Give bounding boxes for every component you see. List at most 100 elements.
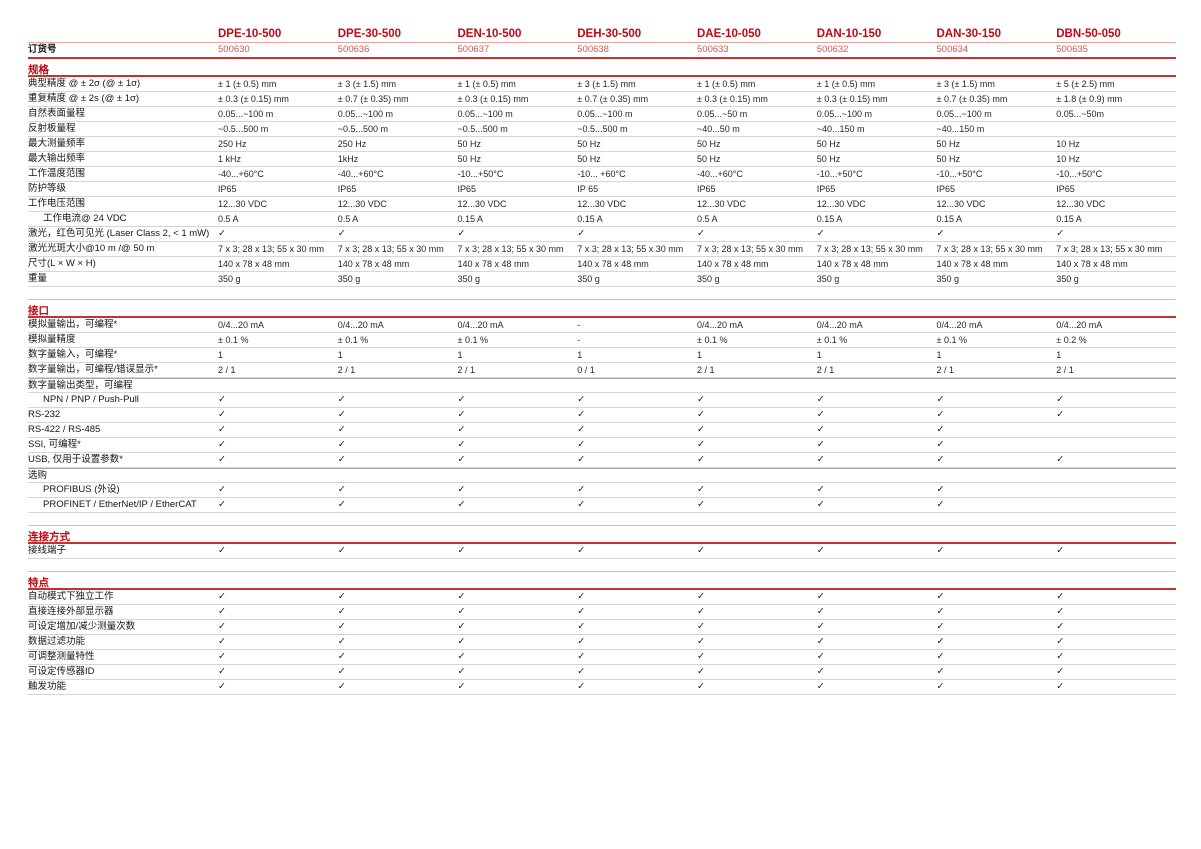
- check-icon: ✓: [218, 651, 226, 663]
- value-cell: ± 0.7 (± 0.35) mm: [577, 93, 697, 104]
- check-icon: ✓: [936, 454, 945, 466]
- check-icon: ✓: [816, 681, 825, 693]
- check-icon: ✓: [457, 409, 466, 421]
- check-icon: ✓: [577, 499, 586, 511]
- value-cell: 50 Hz: [817, 154, 937, 164]
- value-cell: ✓: [218, 607, 338, 617]
- value-cell: ± 1 (± 0.5) mm: [817, 79, 937, 89]
- value-cell: ✓: [458, 229, 578, 239]
- row-label: 工作电压范围: [28, 198, 86, 210]
- table-row: 工作电压范围 12...30 VDC 12...30 VDC 12...30 VDC 1…: [28, 197, 1176, 212]
- check-icon: ✓: [218, 424, 226, 436]
- check-icon: ✓: [936, 591, 945, 603]
- section-top-rule: [28, 525, 1176, 526]
- section-header: 特点: [28, 576, 1176, 590]
- value-cell: 7 x 3; 28 x 13; 55 x 30 mm: [218, 244, 338, 254]
- check-icon: ✓: [1056, 454, 1065, 466]
- value-cell: ± 3 (± 1.5) mm: [338, 79, 458, 89]
- row-label: 最大测量频率: [28, 138, 86, 150]
- cell-value: ~0.5...500 m: [577, 123, 628, 134]
- section-title: 规格: [28, 63, 49, 76]
- cell-value: 0.15 A: [457, 213, 484, 224]
- value-cell: ✓: [458, 395, 578, 405]
- value-cell: ± 0.3 (± 0.15) mm: [458, 94, 578, 104]
- table-row: 反射板量程 ~0.5...500 m ~0.5...500 m ~0.5...500 …: [28, 122, 1176, 137]
- value-cell: 0/4...20 mA: [697, 320, 817, 330]
- check-icon: ✓: [816, 606, 825, 618]
- check-icon: ✓: [1056, 545, 1065, 557]
- value-cell: 2 / 1: [697, 365, 817, 375]
- cell-value: 2 / 1: [337, 364, 356, 375]
- row-label: 自然表面量程: [28, 108, 86, 120]
- row-label: RS-232: [28, 409, 61, 421]
- check-icon: ✓: [936, 636, 945, 648]
- cell-value: ± 0.7 (± 0.35) mm: [577, 93, 649, 104]
- table-row: 触发功能 ✓ ✓ ✓ ✓ ✓ ✓ ✓ ✓: [28, 680, 1176, 695]
- value-cell: 0.05...~100 m: [816, 108, 937, 119]
- check-icon: ✓: [577, 651, 586, 663]
- check-icon: ✓: [337, 545, 346, 557]
- row-label: 模拟量精度: [28, 334, 76, 346]
- row-label: SSI, 可编程*: [28, 439, 81, 451]
- cell-value: 0.05...~100 m: [816, 108, 873, 119]
- cell-value: 7 x 3; 28 x 13; 55 x 30 mm: [1056, 243, 1163, 254]
- value-cell: ✓: [218, 622, 338, 632]
- value-cell: ✓: [937, 485, 1057, 495]
- table-row: NPN / PNP / Push-Pull ✓ ✓ ✓ ✓ ✓ ✓ ✓ ✓: [28, 393, 1176, 408]
- check-icon: ✓: [337, 228, 346, 240]
- check-icon: ✓: [577, 666, 586, 678]
- value-cell: 50 Hz: [817, 139, 937, 149]
- cell-value: 140 x 78 x 48 mm: [457, 258, 530, 269]
- order-row-label: 订货号: [28, 44, 57, 56]
- cell-value: 0/4...20 mA: [457, 319, 504, 330]
- value-cell: 12...30 VDC: [697, 199, 817, 209]
- check-icon: ✓: [218, 591, 226, 603]
- value-cell: 140 x 78 x 48 mm: [817, 259, 937, 269]
- value-cell: ✓: [577, 425, 697, 435]
- value-cell: ± 1.8 (± 0.9) mm: [1056, 94, 1176, 104]
- value-cell: ✓: [577, 652, 697, 662]
- value-cell: ✓: [1056, 682, 1176, 692]
- check-icon: ✓: [337, 606, 346, 618]
- value-cell: ± 1 (± 0.5) mm: [457, 78, 578, 89]
- cell-value: 50 Hz: [457, 153, 482, 164]
- cell-value: 1: [218, 349, 224, 360]
- value-cell: ✓: [577, 546, 697, 556]
- value-cell: 2 / 1: [337, 364, 458, 375]
- cell-value: 350 g: [1056, 273, 1079, 284]
- check-icon: ✓: [697, 681, 705, 693]
- cell-value: ± 0.2 %: [1056, 334, 1087, 345]
- check-icon: ✓: [218, 484, 226, 496]
- spec-table: DPE-10-500 DPE-30-500 DEN-10-500 DEH-30-500…: [28, 28, 1176, 695]
- value-cell: IP65: [458, 184, 578, 194]
- check-icon: ✓: [936, 606, 945, 618]
- cell-value: 0.05...~100 m: [457, 108, 513, 119]
- cell-value: 12...30 VDC: [936, 198, 986, 209]
- check-icon: ✓: [457, 666, 466, 678]
- check-icon: ✓: [337, 621, 346, 633]
- table-row: 典型精度 @ ± 2σ (@ ± 1σ) ± 1 (± 0.5) mm ± 3 (±…: [28, 77, 1176, 92]
- cell-value: 1: [1056, 349, 1062, 360]
- value-cell: ✓: [697, 546, 817, 556]
- cell-value: ± 1 (± 0.5) mm: [457, 78, 516, 89]
- value-cell: ± 0.1 %: [937, 335, 1057, 345]
- cell-value: 0 / 1: [577, 364, 595, 375]
- cell-value: 350 g: [936, 273, 960, 284]
- value-cell: ✓: [697, 682, 817, 692]
- value-cell: 12...30 VDC: [338, 199, 458, 209]
- value-cell: ✓: [338, 410, 458, 420]
- value-cell: 350 g: [338, 274, 458, 284]
- value-cell: 0.05...~100 m: [457, 108, 578, 119]
- value-cell: ✓: [458, 455, 578, 465]
- cell-value: IP65: [1056, 183, 1075, 194]
- cell-value: 1: [577, 349, 583, 360]
- value-cell: 10 Hz: [1056, 154, 1176, 164]
- value-cell: ~0.5...500 m: [338, 124, 458, 134]
- value-cell: 140 x 78 x 48 mm: [937, 259, 1057, 269]
- check-icon: ✓: [337, 636, 346, 648]
- cell-value: 0/4...20 mA: [1056, 319, 1103, 330]
- value-cell: -: [577, 335, 697, 345]
- value-cell: 50 Hz: [457, 153, 578, 164]
- check-icon: ✓: [936, 484, 945, 496]
- row-label: 激光光斑大小@10 m /@ 50 m: [28, 243, 155, 255]
